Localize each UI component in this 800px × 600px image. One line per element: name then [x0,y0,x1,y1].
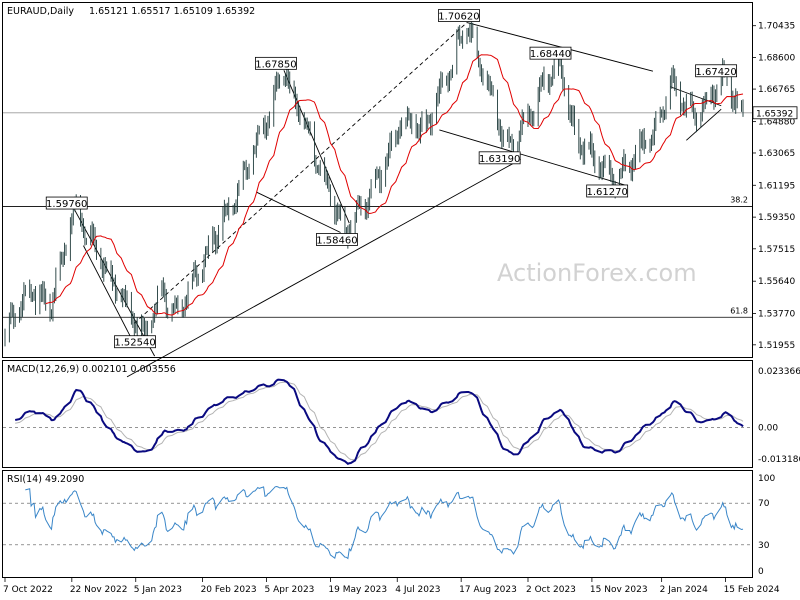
swing-label-0: 1.59760 [46,199,87,210]
rsi-tick-label-2: 30 [758,541,770,551]
swing-label-1: 1.52540 [114,338,155,349]
swing-label-box-8 [695,64,738,78]
trendline-4 [283,70,350,224]
x-tick-label-8: 2 Oct 2023 [526,585,576,595]
trendline-1 [83,245,135,345]
price-tick-label-9: 1.53770 [758,309,795,319]
x-tick-label-7: 17 Aug 2023 [459,585,517,595]
swing-label-box-5 [478,151,521,165]
swing-label-box-0 [45,196,88,210]
swing-label-box-3 [316,233,358,246]
x-tick-label-10: 2 Jan 2024 [660,585,708,595]
macd-tick-label-2: -0.013186 [758,455,800,465]
price-tick-label-5: 1.61195 [758,181,795,191]
rsi-line [25,485,744,560]
price-panel [2,2,753,358]
trendline-9 [686,108,722,141]
watermark: ActionForex.com [497,259,697,287]
rsi-tick-label-3: 0 [758,567,764,577]
trendline-5 [256,191,341,233]
macd-tick-label-1: 0.00 [758,423,778,433]
price-tick-label-3: 1.64880 [758,118,795,128]
macd-panel [2,360,753,468]
x-tick-label-4: 5 Apr 2023 [264,585,314,595]
fib-level-label-1: 61.8 [730,306,748,315]
x-tick-label-9: 15 Nov 2023 [590,585,648,595]
swing-label-8: 1.67420 [695,67,736,78]
macd-signal-line [15,381,744,461]
price-tick-label-2: 1.66765 [758,85,795,95]
swing-label-box-4 [438,9,480,22]
price-tick-label-1: 1.68600 [758,53,795,63]
last-price-label: 1.65392 [756,109,793,119]
trendline-3 [126,158,521,378]
trendline-7 [439,129,626,186]
moving-average-line [45,54,744,316]
swing-label-box-6 [529,46,572,60]
x-tick-label-1: 22 Nov 2022 [70,585,128,595]
x-tick-label-11: 15 Feb 2024 [724,585,780,595]
x-tick-label-5: 19 May 2023 [328,585,387,595]
trendline-2 [133,22,468,324]
macd-title: MACD(12,26,9) 0.002101 0.003556 [7,364,176,375]
price-tick-label-10: 1.51955 [758,341,795,351]
swing-label-box-7 [586,184,629,198]
price-tick-label-7: 1.57515 [758,245,795,255]
rsi-tick-label-1: 70 [758,499,770,509]
swing-label-box-2 [255,56,297,70]
macd-tick-label-0: 0.023366 [758,367,800,377]
price-tick-label-6: 1.59350 [758,213,795,223]
rsi-title: RSI(14) 49.2090 [7,474,84,485]
swing-label-7: 1.61270 [586,187,627,198]
swing-label-2: 1.67850 [255,59,296,70]
x-tick-label-3: 20 Feb 2023 [201,585,257,595]
price-tick-label-4: 1.63065 [758,149,795,159]
swing-label-4: 1.70620 [438,12,479,23]
fib-level-label-0: 38.2 [730,195,748,204]
macd-line [14,378,744,465]
price-tick-label-8: 1.55640 [758,277,795,287]
chart-ohlc: 1.65121 1.65517 1.65109 1.65392 [89,6,255,17]
swing-label-5: 1.63190 [479,154,520,165]
swing-label-box-1 [114,335,156,349]
chart-instrument: EURAUD,Daily [7,6,74,17]
x-tick-label-2: 5 Jan 2023 [134,585,182,595]
price-tick-label-0: 1.70435 [758,22,795,32]
rsi-panel [2,470,753,578]
x-tick-label-0: 7 Oct 2022 [3,585,53,595]
swing-label-6: 1.68440 [530,49,571,60]
x-tick-label-6: 4 Jul 2023 [395,585,440,595]
swing-label-3: 1.58460 [316,235,357,246]
rsi-tick-label-0: 100 [758,474,775,484]
last-price-marker [752,106,798,120]
